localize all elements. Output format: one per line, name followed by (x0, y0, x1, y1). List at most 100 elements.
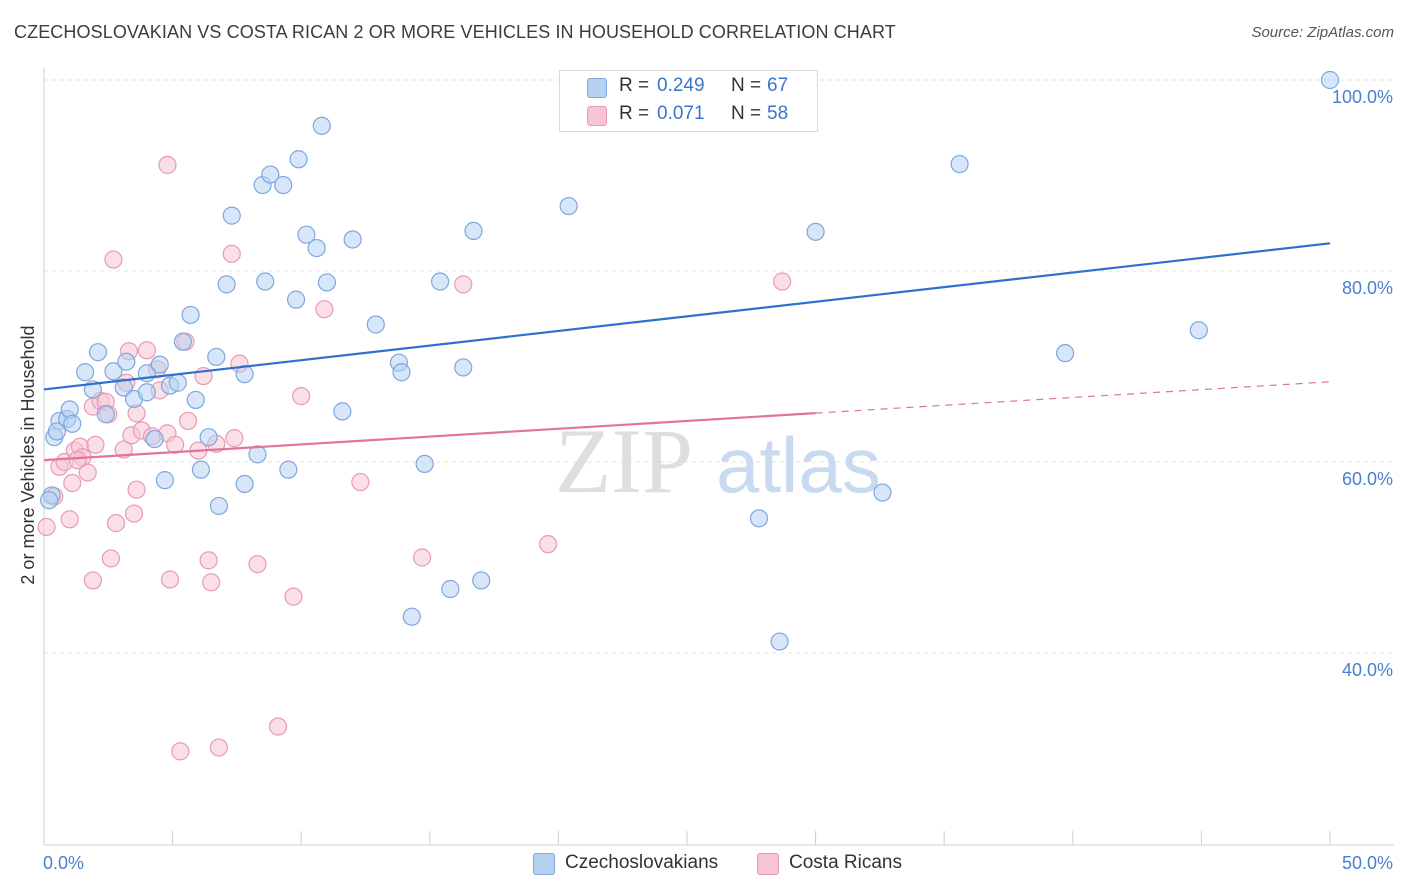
legend: R = 0.249 N = 67 R = 0.071 N = 58 (559, 70, 818, 132)
costa-rican-point (166, 435, 185, 454)
bottom-legend-label: Costa Ricans (789, 852, 902, 873)
costa-rican-point (86, 435, 105, 454)
czechoslovakian-point (209, 496, 228, 516)
costa-rican-point (222, 244, 241, 263)
legend-n-value: 67 (767, 75, 789, 96)
czechoslovakian-point (88, 343, 108, 362)
costa-rican-point (124, 504, 144, 523)
czechoslovakian-point (343, 230, 362, 249)
czechoslovakian-point (155, 471, 174, 490)
y-tick-label: 60.0% (1342, 469, 1393, 489)
czechoslovakian-point (137, 383, 156, 402)
costa-rican-point (171, 742, 190, 761)
costa-rican-point (199, 551, 218, 570)
legend-swatch-blue (587, 78, 607, 98)
czechoslovakian-point (207, 347, 226, 367)
chart-title: CZECHOSLOVAKIAN VS COSTA RICAN 2 OR MORE… (14, 22, 896, 42)
czechoslovakian-point (402, 607, 421, 626)
watermark-atlas: atlas (716, 421, 881, 509)
czechoslovakian-point (297, 225, 316, 244)
costa-rican-point (412, 548, 432, 567)
czechoslovakian-point (96, 405, 115, 424)
czechoslovakian-point (222, 206, 241, 225)
czechoslovakian-point (464, 221, 483, 240)
czechoslovakian-point (261, 165, 280, 184)
costa-rican-point (351, 472, 370, 492)
costa-rican-point (292, 387, 311, 406)
czechoslovakian-point (873, 483, 892, 502)
czechoslovakian-point (114, 378, 133, 397)
czechoslovakian-point (1189, 321, 1208, 340)
legend-row-costa-ricans: R = 0.071 N = 58 (560, 103, 817, 127)
bottom-legend: Czechoslovakians Costa Ricans (0, 852, 1406, 878)
costa-rican-point (104, 250, 123, 269)
y-tick-label: 40.0% (1342, 660, 1393, 680)
czechoslovakian-point (441, 579, 460, 599)
czechoslovakian-point (472, 571, 491, 590)
czechoslovakian-point (1055, 344, 1075, 363)
costa-rican-point (454, 275, 473, 294)
tick-labels: 40.0% 60.0% 80.0% 100.0% 0.0% 50.0% (43, 87, 1393, 873)
czechoslovakian-point (117, 352, 136, 371)
czechoslovakian-point (430, 272, 450, 291)
czechoslovakian-point (40, 491, 59, 510)
czechoslovakian-point (454, 358, 473, 377)
czechoslovakian-point (770, 632, 789, 651)
costa-rican-point (83, 571, 102, 590)
legend-r-label: R = (619, 103, 650, 124)
y-tick-label: 100.0% (1332, 87, 1393, 107)
czechoslovakian-point (217, 275, 236, 294)
czechoslovakian-point (559, 196, 578, 216)
costa-rican-point (101, 549, 120, 568)
costa-rican-point (127, 480, 146, 499)
costa-rican-trend-line-dashed (815, 381, 1331, 414)
czechoslovakian-point (1320, 70, 1340, 90)
costa-rican-point (78, 463, 97, 482)
chart-source: Source: ZipAtlas.com (1251, 24, 1394, 41)
bottom-legend-swatch-blue (533, 853, 555, 875)
czechoslovakian-point (199, 428, 218, 447)
axes (43, 68, 1394, 846)
czechoslovakian-point (47, 422, 66, 441)
costa-rican-point (773, 272, 792, 291)
costa-rican-point (158, 155, 177, 175)
costa-rican-point (63, 473, 82, 493)
czechoslovakian-point (191, 460, 210, 479)
czechoslovakian-point (392, 363, 411, 382)
czechoslovakian-point (366, 315, 385, 334)
costa-rican-point (248, 555, 267, 574)
bottom-legend-label: Czechoslovakians (565, 852, 719, 873)
legend-r-value: 0.071 (657, 103, 705, 124)
czechoslovakian-point (806, 222, 825, 241)
costa-rican-point (114, 440, 133, 459)
czechoslovakian-point (168, 373, 187, 392)
legend-n-value: 58 (767, 103, 789, 124)
czechoslovakian-point (63, 414, 82, 433)
costa-rican-point (209, 738, 228, 757)
czechoslovakian-point (256, 272, 275, 291)
costa-rican-point (268, 717, 288, 736)
costa-rican-point (315, 300, 334, 319)
czechoslovakian-point (312, 116, 331, 135)
czechoslovakian-point (186, 390, 205, 410)
czechoslovakian-point (248, 445, 267, 464)
legend-n-label: N = (731, 75, 762, 96)
costa-rican-point (284, 587, 303, 606)
costa-rican-point (60, 510, 79, 529)
costa-rican-point (539, 535, 558, 554)
costa-rican-point (137, 341, 156, 360)
bottom-legend-swatch-pink (757, 853, 779, 875)
costa-rican-trend-line (43, 412, 816, 462)
costa-rican-point (106, 514, 126, 533)
czechoslovakian-trend-line (43, 242, 1331, 391)
y-axis-title: 2 or more Vehicles in Household (18, 325, 38, 584)
costa-rican-point (68, 450, 87, 470)
czechoslovakian-point (104, 362, 123, 381)
legend-n-label: N = (731, 103, 762, 124)
costa-rican-point (37, 517, 56, 537)
czechoslovakian-point (307, 238, 326, 258)
czechoslovakian-point (317, 273, 337, 292)
legend-r-label: R = (619, 75, 650, 96)
czechoslovakian-point (150, 355, 169, 374)
